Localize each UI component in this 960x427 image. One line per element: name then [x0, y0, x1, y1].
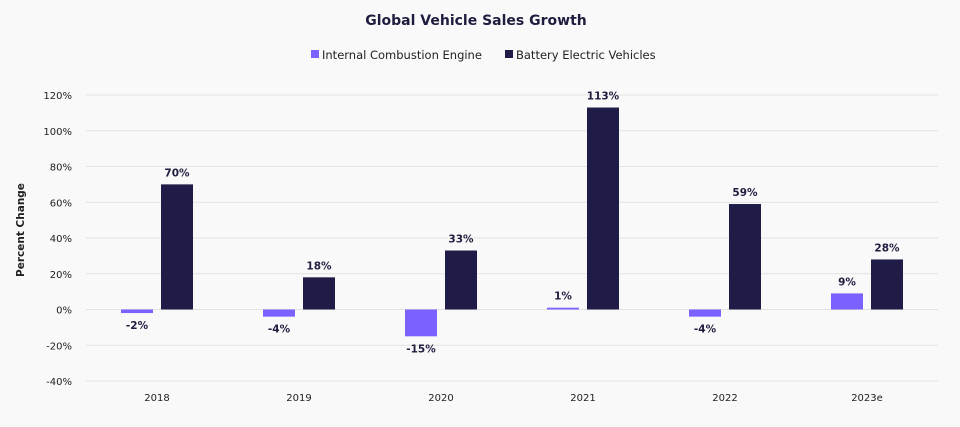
bar-bev-2020 [445, 250, 477, 310]
data-label-bev-2018: 70% [164, 167, 190, 179]
data-label-ice-2023e: 9% [838, 276, 856, 288]
data-label-bev-2022: 59% [732, 187, 758, 199]
x-tick-label: 2023e [851, 393, 883, 404]
x-axis-ticks: 2018 2019 2020 2021 2022 2023e [144, 393, 883, 404]
data-label-bev-2019: 18% [306, 260, 332, 272]
y-axis-ticks: -40% -20% 0% 20% 40% 60% 80% 100% 120% [43, 91, 72, 388]
bar-bev-2018 [161, 184, 193, 310]
bar-ice-2022 [689, 309, 721, 317]
y-tick-label: 60% [50, 198, 72, 209]
y-tick-label: 120% [43, 91, 72, 102]
bars [121, 107, 903, 337]
data-label-ice-2018: -2% [126, 320, 149, 332]
data-labels: -2% 70% -4% 18% -15% 33% 1% 113% -4% 59% 9% 28% [126, 91, 900, 356]
bar-bev-2021 [587, 107, 619, 310]
legend-label-ice: Internal Combustion Engine [322, 48, 482, 62]
y-tick-label: 80% [50, 163, 72, 174]
bar-ice-2018 [121, 309, 153, 314]
bar-ice-2019 [263, 309, 295, 317]
bar-bev-2023e [871, 259, 903, 310]
x-tick-label: 2022 [712, 393, 737, 404]
legend-label-bev: Battery Electric Vehicles [516, 48, 656, 62]
bar-bev-2022 [729, 204, 761, 310]
data-label-ice-2022: -4% [694, 324, 717, 336]
y-tick-label: -40% [46, 377, 72, 388]
data-label-bev-2023e: 28% [874, 242, 900, 254]
y-tick-label: 40% [50, 234, 72, 245]
x-tick-label: 2018 [144, 393, 169, 404]
x-tick-label: 2020 [428, 393, 453, 404]
data-label-ice-2020: -15% [406, 343, 436, 355]
data-label-bev-2020: 33% [448, 234, 474, 246]
y-tick-label: 20% [50, 270, 72, 281]
gridlines [86, 94, 938, 382]
y-tick-label: -20% [46, 341, 72, 352]
bar-ice-2023e [831, 293, 863, 310]
bar-ice-2021 [547, 307, 579, 310]
y-tick-label: 0% [56, 306, 72, 317]
legend-swatch-bev [505, 50, 513, 58]
x-tick-label: 2021 [570, 393, 595, 404]
chart-title: Global Vehicle Sales Growth [365, 13, 586, 29]
y-tick-label: 100% [43, 127, 72, 138]
y-axis-label: Percent Change [15, 183, 27, 277]
legend: Internal Combustion Engine Battery Elect… [311, 48, 656, 62]
data-label-ice-2019: -4% [268, 324, 291, 336]
bar-ice-2020 [405, 309, 437, 337]
bar-bev-2019 [303, 277, 335, 310]
data-label-ice-2021: 1% [554, 291, 572, 303]
x-tick-label: 2019 [286, 393, 311, 404]
legend-swatch-ice [311, 50, 319, 58]
data-label-bev-2021: 113% [587, 91, 620, 103]
